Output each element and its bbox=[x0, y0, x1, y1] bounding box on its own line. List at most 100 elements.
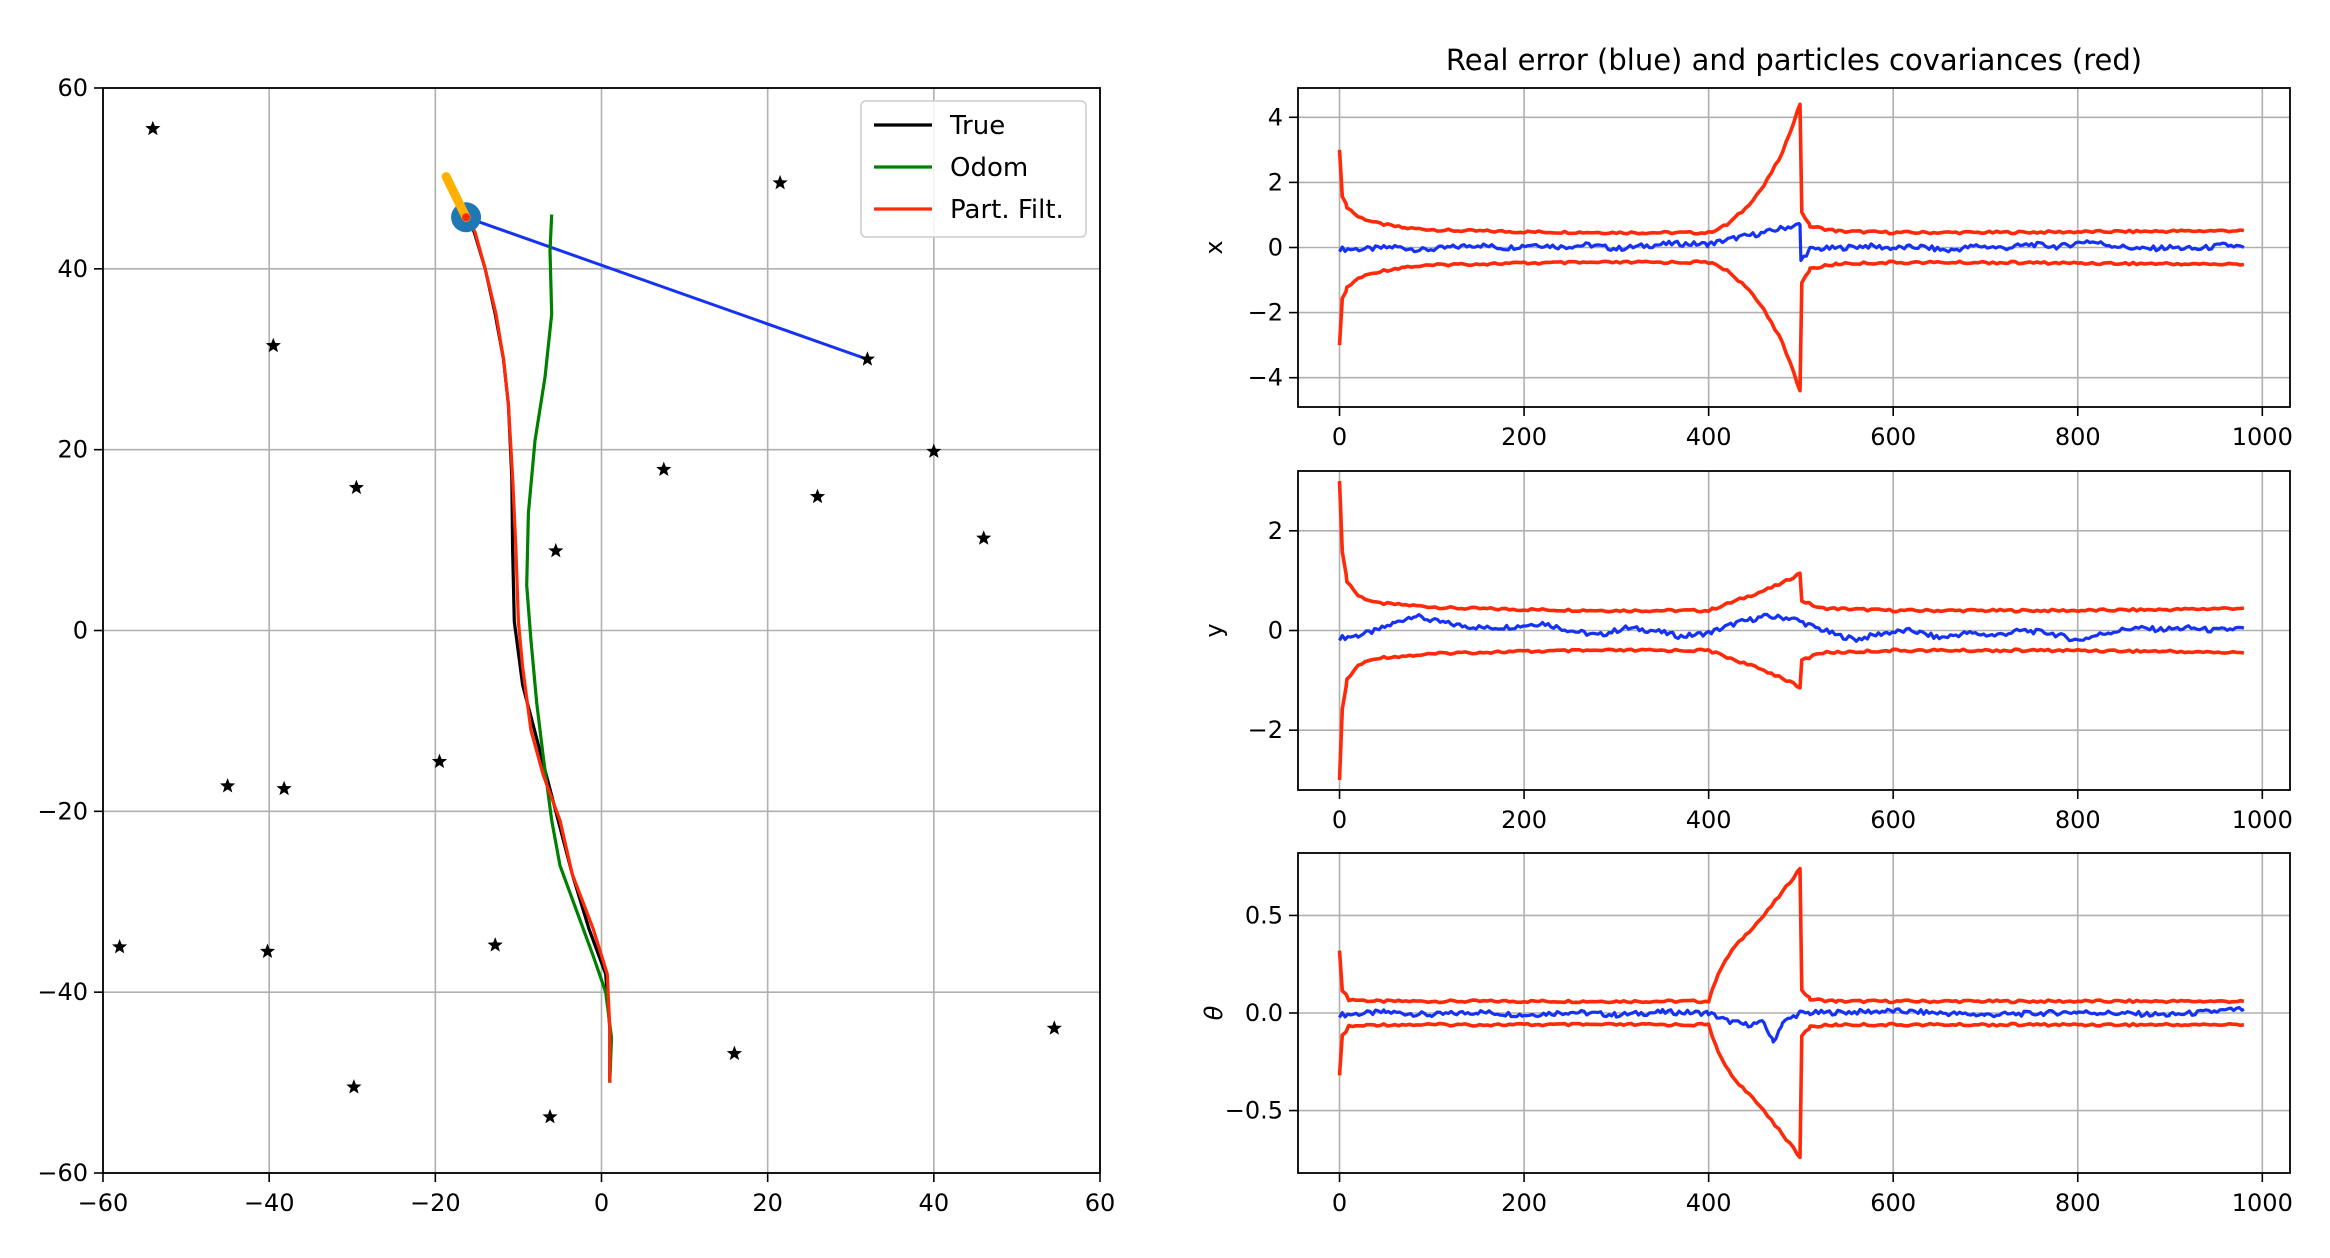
axes-frame bbox=[1297, 87, 2291, 408]
x-tick-label: 600 bbox=[1870, 1189, 1916, 1217]
axes-1: 0 200 400 600 800 1000 4 2 0 −2 −4 x Real error (blu… bbox=[1200, 43, 2293, 451]
x-tick-label: 40 bbox=[919, 1189, 950, 1217]
landmark-star bbox=[487, 937, 503, 952]
landmark-star bbox=[431, 753, 448, 769]
landmark-star bbox=[1046, 1020, 1062, 1035]
y-tick-label: −40 bbox=[37, 978, 88, 1006]
series-true-line bbox=[464, 213, 612, 1083]
y-tick-label: 4 bbox=[1268, 103, 1283, 131]
landmark-star bbox=[859, 351, 875, 366]
x-tick-label: 200 bbox=[1501, 423, 1547, 451]
trajectory-plot bbox=[112, 120, 1062, 1124]
y-tick-label: 0 bbox=[1268, 234, 1283, 262]
x-tick-label: 800 bbox=[2055, 1189, 2101, 1217]
y-tick-label: 0 bbox=[73, 617, 88, 645]
y-axis-label: θ bbox=[1200, 1005, 1228, 1020]
x-tick-label: 0 bbox=[1332, 806, 1347, 834]
x-tick-label: 800 bbox=[2055, 423, 2101, 451]
real-error-line bbox=[1338, 1006, 2245, 1044]
covariance-upper-line bbox=[1337, 480, 2245, 614]
covariance-upper-line bbox=[1337, 866, 2245, 1005]
x-tick-label: 200 bbox=[1501, 1189, 1547, 1217]
axes-frame bbox=[1297, 852, 2291, 1174]
x-tick-label: 1000 bbox=[2232, 806, 2293, 834]
y-tick-label: 0 bbox=[1268, 617, 1283, 645]
series-odom-line bbox=[525, 214, 614, 1083]
real-error-line bbox=[1338, 612, 2245, 643]
x-tick-label: 400 bbox=[1686, 806, 1732, 834]
y-tick-label: −60 bbox=[37, 1159, 88, 1187]
error-plot bbox=[1337, 102, 2245, 393]
axes-3: 0 200 400 600 800 1000 0.5 0.0 −0.5 θ bbox=[1200, 852, 2293, 1217]
x-tick-label: 60 bbox=[1085, 1189, 1116, 1217]
landmark-star bbox=[348, 479, 364, 495]
landmark-star bbox=[926, 443, 942, 458]
x-tick-label: 1000 bbox=[2232, 423, 2293, 451]
x-tick-label: 1000 bbox=[2232, 1189, 2293, 1217]
series-part-filt--line bbox=[465, 213, 612, 1083]
legend-box bbox=[860, 100, 1087, 238]
robot-heading bbox=[441, 172, 471, 222]
landmark-star bbox=[259, 943, 276, 958]
y-tick-label: −2 bbox=[1248, 716, 1283, 744]
landmark-star bbox=[346, 1079, 362, 1094]
estimate-point bbox=[462, 213, 471, 222]
x-tick-label: 0 bbox=[594, 1189, 609, 1217]
x-tick-label: −20 bbox=[410, 1189, 461, 1217]
covariance-lower-line bbox=[1337, 1021, 2245, 1160]
x-tick-label: 600 bbox=[1870, 423, 1916, 451]
landmark-star bbox=[548, 542, 564, 558]
landmark-star bbox=[976, 530, 992, 545]
y-tick-label: −20 bbox=[37, 797, 88, 825]
x-tick-label: 0 bbox=[1332, 423, 1347, 451]
landmark-star bbox=[276, 780, 292, 796]
landmark-star bbox=[726, 1045, 742, 1061]
y-tick-label: 2 bbox=[1268, 517, 1283, 545]
legend-label: True bbox=[949, 111, 1005, 141]
x-tick-label: 0 bbox=[1332, 1189, 1347, 1217]
axes-frame bbox=[1297, 470, 2291, 791]
y-tick-label: 20 bbox=[57, 436, 88, 464]
axes-2: 0 200 400 600 800 1000 2 0 −2 y bbox=[1200, 470, 2293, 834]
landmark-star bbox=[656, 461, 672, 476]
error-plot bbox=[1337, 866, 2245, 1160]
legend-label: Odom bbox=[950, 153, 1028, 183]
real-error-line bbox=[1338, 222, 2245, 263]
landmark-star bbox=[112, 939, 128, 954]
y-axis-label: x bbox=[1200, 240, 1228, 254]
covariance-lower-line bbox=[1337, 259, 2245, 393]
y-tick-label: 0.5 bbox=[1245, 901, 1283, 929]
y-axis-label: y bbox=[1200, 623, 1228, 637]
x-tick-label: 800 bbox=[2055, 806, 2101, 834]
x-tick-label: 400 bbox=[1686, 423, 1732, 451]
y-tick-label: −0.5 bbox=[1225, 1097, 1283, 1125]
y-tick-label: 60 bbox=[57, 74, 88, 102]
y-tick-label: −2 bbox=[1248, 299, 1283, 327]
landmark-star bbox=[772, 174, 788, 190]
landmark-star bbox=[220, 778, 236, 793]
y-tick-label: −4 bbox=[1248, 364, 1283, 392]
y-tick-label: 40 bbox=[57, 255, 88, 283]
axes-0: −60 −40 −20 0 20 40 60 60 40 20 0 −20 −40 −60 True Odom… bbox=[37, 74, 1115, 1217]
landmark-star bbox=[542, 1108, 558, 1124]
landmark-star bbox=[265, 337, 281, 353]
observation-line bbox=[465, 215, 868, 361]
x-tick-label: −40 bbox=[244, 1189, 295, 1217]
x-tick-label: 20 bbox=[752, 1189, 783, 1217]
x-tick-label: 200 bbox=[1501, 806, 1547, 834]
x-tick-label: 400 bbox=[1686, 1189, 1732, 1217]
landmark-star bbox=[145, 120, 161, 136]
legend: True Odom Part. Filt. bbox=[860, 100, 1087, 238]
landmark-star bbox=[809, 488, 826, 504]
covariance-upper-line bbox=[1337, 102, 2245, 236]
legend-label: Part. Filt. bbox=[950, 195, 1064, 225]
axes-frame bbox=[102, 87, 1101, 1174]
x-tick-label: −60 bbox=[78, 1189, 129, 1217]
x-tick-label: 600 bbox=[1870, 806, 1916, 834]
y-tick-label: 2 bbox=[1268, 168, 1283, 196]
y-tick-label: 0.0 bbox=[1245, 999, 1283, 1027]
error-plot bbox=[1337, 480, 2245, 781]
covariance-lower-line bbox=[1337, 647, 2245, 781]
chart-title: Real error (blue) and particles covarian… bbox=[1446, 43, 2142, 77]
